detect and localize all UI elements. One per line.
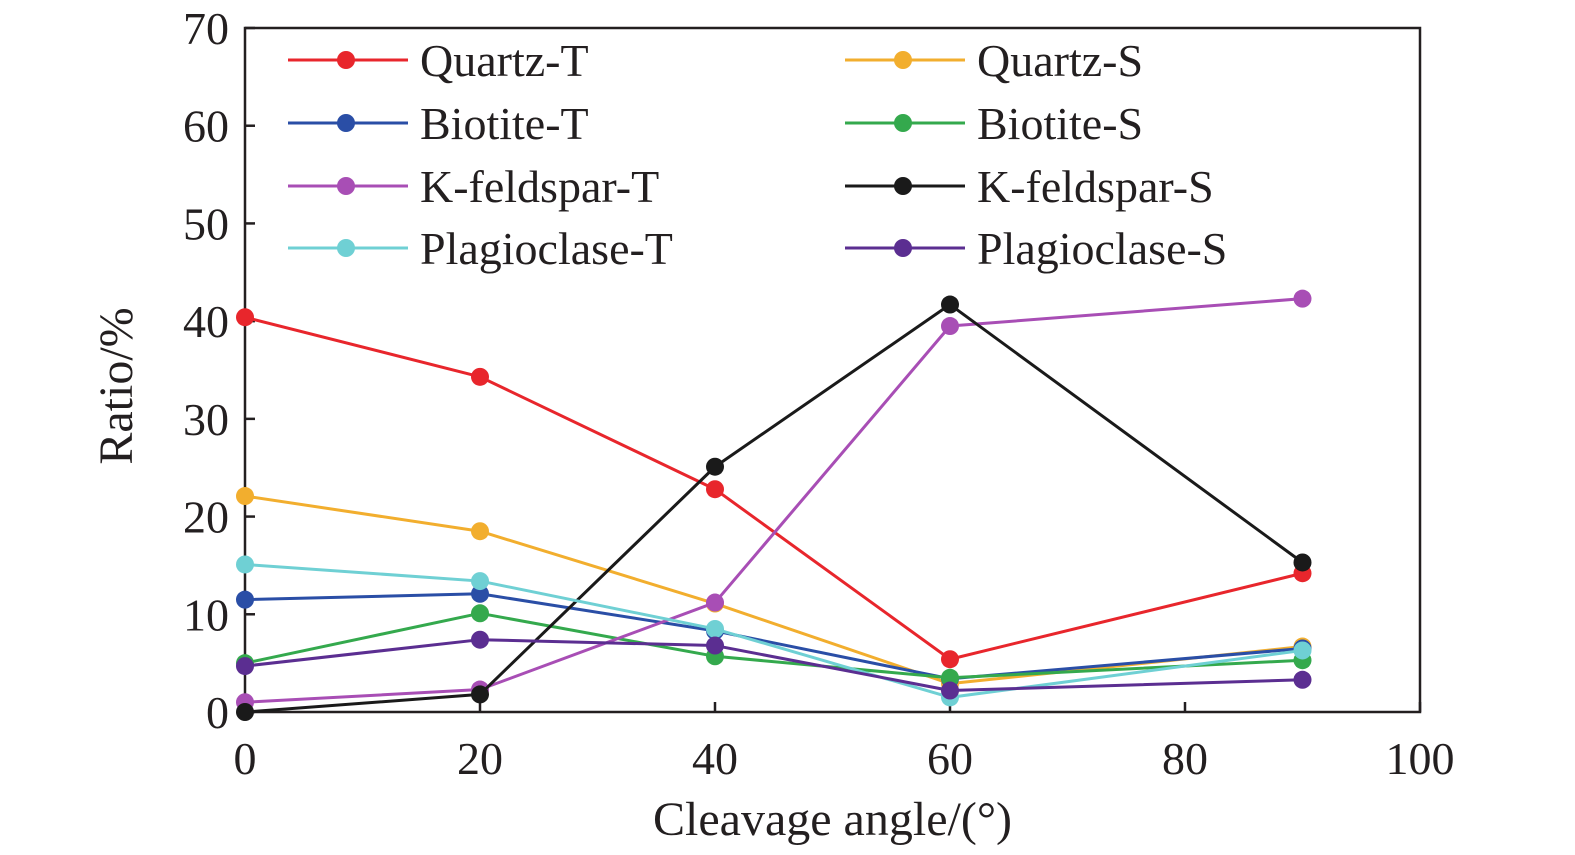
- y-tick-label: 30: [183, 394, 229, 445]
- data-point: [941, 681, 959, 700]
- data-point: [706, 457, 724, 476]
- series-biotite-t: [236, 584, 1312, 688]
- legend-entry: Plagioclase-S: [845, 223, 1227, 274]
- data-point: [236, 487, 254, 506]
- y-tick-label: 40: [183, 296, 229, 347]
- y-tick-label: 60: [183, 101, 229, 152]
- legend: Quartz-T Quartz-S Biotite-T Biotite-S K-feld…: [288, 35, 1227, 274]
- legend-swatch-marker: [337, 114, 355, 132]
- legend-label: Plagioclase-T: [420, 223, 673, 274]
- data-point: [706, 480, 724, 499]
- data-point: [471, 685, 489, 704]
- legend-swatch-marker: [894, 177, 912, 195]
- y-tick-label: 10: [183, 589, 229, 640]
- data-point: [236, 308, 254, 327]
- data-point: [941, 295, 959, 314]
- data-point: [236, 703, 254, 721]
- legend-swatch-marker: [337, 239, 355, 257]
- y-tick-label: 20: [183, 492, 229, 543]
- y-tick-label: 50: [183, 198, 229, 249]
- legend-label: Biotite-T: [420, 98, 589, 149]
- data-point: [236, 590, 254, 609]
- data-point: [471, 630, 489, 649]
- x-tick-label: 100: [1386, 733, 1455, 784]
- data-point: [941, 668, 959, 687]
- series-plagioclase-t: [236, 555, 1312, 707]
- legend-label: Quartz-T: [420, 35, 589, 86]
- x-tick-label: 60: [927, 733, 973, 784]
- y-axis-title: Ratio/%: [90, 307, 143, 464]
- series-quartz-t: [236, 308, 1312, 669]
- data-point: [471, 604, 489, 623]
- x-axis-title: Cleavage angle/(°): [653, 793, 1012, 846]
- x-tick-label: 40: [692, 733, 738, 784]
- data-point: [706, 593, 724, 612]
- data-point: [471, 367, 489, 386]
- data-point: [1293, 289, 1312, 308]
- legend-swatch-marker: [337, 51, 355, 69]
- x-tick-label: 20: [457, 733, 503, 784]
- series-plagioclase-s: [236, 630, 1312, 700]
- series-line: [244, 303, 1304, 714]
- data-point: [941, 317, 959, 336]
- legend-label: K-feldspar-S: [977, 161, 1214, 212]
- data-point: [236, 555, 254, 574]
- data-point: [471, 584, 489, 603]
- legend-entry: Quartz-S: [845, 35, 1143, 86]
- y-tick-label: 0: [206, 687, 229, 738]
- data-point: [1293, 641, 1312, 660]
- y-tick-label: 70: [183, 3, 229, 54]
- legend-entry: K-feldspar-S: [845, 161, 1214, 212]
- legend-entry: K-feldspar-T: [288, 161, 659, 212]
- data-point: [236, 657, 254, 676]
- series-line: [244, 592, 1303, 681]
- legend-label: Quartz-S: [977, 35, 1143, 86]
- legend-entry: Quartz-T: [288, 35, 589, 86]
- legend-label: Plagioclase-S: [977, 223, 1227, 274]
- series-group: [236, 289, 1312, 721]
- legend-label: Biotite-S: [977, 98, 1143, 149]
- legend-swatch-marker: [337, 177, 355, 195]
- data-point: [471, 522, 489, 541]
- legend-entry: Biotite-T: [288, 98, 589, 149]
- data-point: [706, 636, 724, 655]
- data-point: [471, 572, 489, 591]
- series-k-feldspar-s: [236, 295, 1312, 721]
- legend-label: K-feldspar-T: [420, 161, 659, 212]
- axes: 0 20 40 60 80 100 0 10 20 30 40 50 60 70: [183, 3, 1455, 784]
- legend-swatch-marker: [894, 51, 912, 69]
- x-tick-label: 0: [234, 733, 257, 784]
- legend-swatch-marker: [894, 239, 912, 257]
- legend-swatch-marker: [894, 114, 912, 132]
- data-point: [1293, 670, 1312, 689]
- legend-entry: Plagioclase-T: [288, 223, 673, 274]
- data-point: [941, 650, 959, 669]
- plot-frame: [243, 26, 1422, 714]
- data-point: [1293, 553, 1312, 572]
- x-tick-label: 80: [1162, 733, 1208, 784]
- legend-entry: Biotite-S: [845, 98, 1143, 149]
- data-point: [706, 619, 724, 638]
- series-line: [244, 315, 1303, 661]
